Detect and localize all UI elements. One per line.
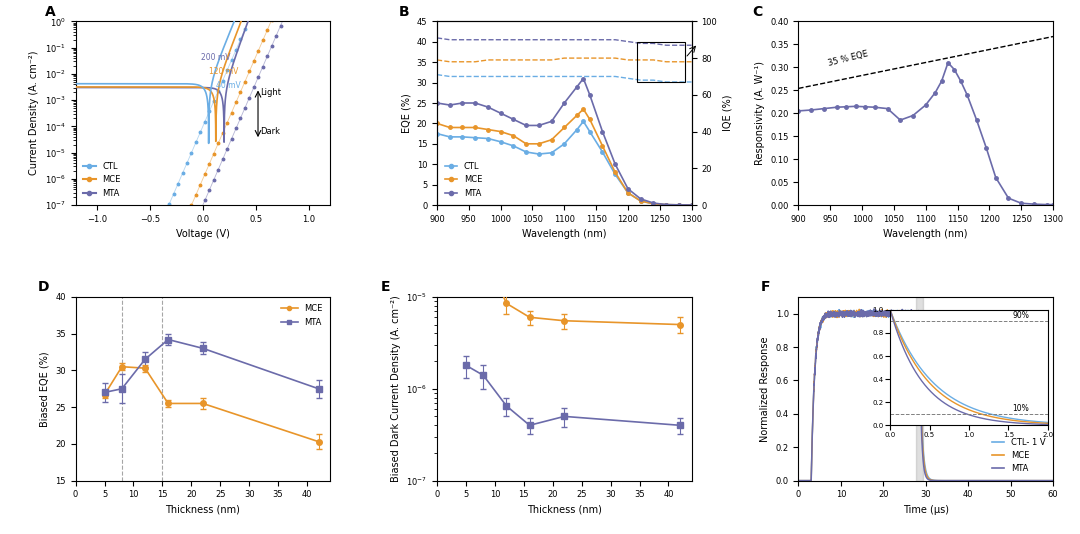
Bar <box>637 42 685 82</box>
Y-axis label: Biased Dark Current Density (A. cm⁻²): Biased Dark Current Density (A. cm⁻²) <box>391 295 401 482</box>
Legend: CTL, MCE, MTA: CTL, MCE, MTA <box>442 159 485 201</box>
X-axis label: Thickness (nm): Thickness (nm) <box>527 505 602 515</box>
Y-axis label: Responsivity (A. W⁻¹): Responsivity (A. W⁻¹) <box>755 61 765 165</box>
Text: B: B <box>399 5 409 19</box>
X-axis label: Time (μs): Time (μs) <box>903 505 948 515</box>
Text: D: D <box>38 280 49 294</box>
X-axis label: Wavelength (nm): Wavelength (nm) <box>883 229 968 239</box>
Y-axis label: Current Density (A. cm⁻²): Current Density (A. cm⁻²) <box>29 51 39 176</box>
Text: E: E <box>381 280 391 294</box>
Text: F: F <box>760 280 770 294</box>
Text: 40 mV: 40 mV <box>216 81 241 90</box>
Legend: CTL- 1 V, MCE, MTA: CTL- 1 V, MCE, MTA <box>988 435 1049 476</box>
Bar <box>916 297 922 481</box>
Text: 120 mV: 120 mV <box>210 67 239 76</box>
Text: 35 % EQE: 35 % EQE <box>827 49 869 68</box>
X-axis label: Wavelength (nm): Wavelength (nm) <box>522 229 607 239</box>
Text: A: A <box>45 5 56 19</box>
Text: 200 mV: 200 mV <box>201 52 230 61</box>
X-axis label: Voltage (V): Voltage (V) <box>176 229 230 239</box>
Legend: CTL, MCE, MTA: CTL, MCE, MTA <box>80 159 124 201</box>
Legend: MCE, MTA: MCE, MTA <box>278 301 326 330</box>
Y-axis label: Biased EQE (%): Biased EQE (%) <box>40 351 50 427</box>
Y-axis label: EQE (%): EQE (%) <box>401 93 411 133</box>
Text: Dark: Dark <box>260 127 280 136</box>
Text: Light: Light <box>260 89 281 98</box>
Y-axis label: Normalized Response: Normalized Response <box>760 336 770 442</box>
Y-axis label: IQE (%): IQE (%) <box>723 95 732 131</box>
X-axis label: Thickness (nm): Thickness (nm) <box>165 505 241 515</box>
Text: C: C <box>753 5 762 19</box>
